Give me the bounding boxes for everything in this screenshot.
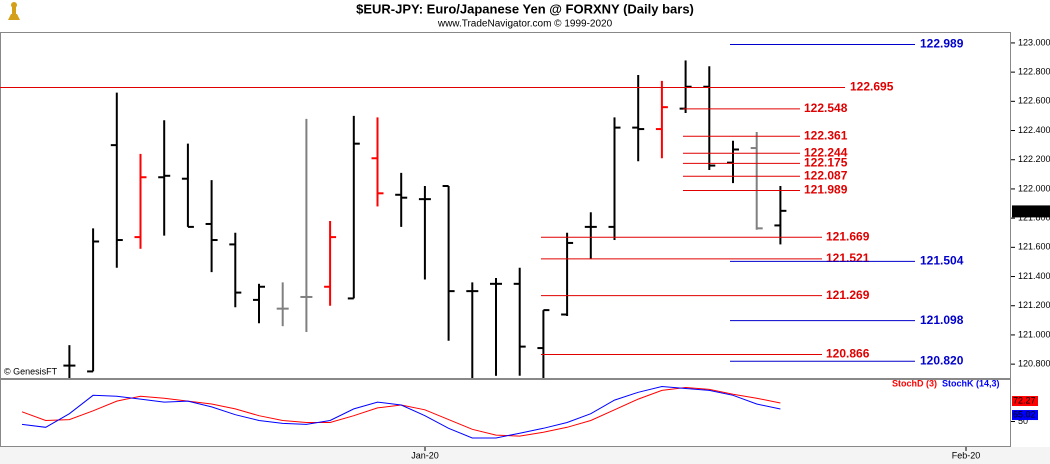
price-plot — [63, 60, 787, 378]
logo — [8, 2, 20, 20]
stoch-panel — [0, 379, 1011, 447]
chart-title: $EUR-JPY: Euro/Japanese Yen @ FORXNY (Da… — [356, 1, 694, 16]
level-label: 122.361 — [804, 128, 848, 142]
level-label: 122.548 — [804, 101, 848, 115]
level-label: 122.087 — [804, 168, 848, 182]
y-tick-label: 121.400 — [1018, 271, 1050, 281]
y-tick-label: 50 — [1018, 416, 1028, 426]
y-tick-label: 122.200 — [1018, 154, 1050, 164]
date-strip — [0, 447, 1050, 464]
price-panel — [0, 32, 1011, 379]
level-label: 121.521 — [826, 251, 870, 265]
level-label: 122.695 — [850, 80, 894, 94]
stoch-plot — [21, 385, 781, 439]
level-label: 121.269 — [826, 288, 870, 302]
level-label: 121.098 — [920, 313, 964, 327]
stoch-last-box — [1012, 396, 1038, 407]
legend-entry: StochD (3) — [892, 378, 937, 388]
y-tick-label: 123.000 — [1018, 37, 1050, 47]
level-label: 122.989 — [920, 37, 964, 51]
stoch-last-label: 72.27 — [1013, 395, 1036, 405]
y-tick-label: 122.600 — [1018, 96, 1050, 106]
level-label: 120.820 — [920, 353, 964, 367]
x-tick-label: Feb-20 — [952, 450, 981, 460]
y-tick-label: 122.400 — [1018, 125, 1050, 135]
stoch-last-label: 65.02 — [1013, 409, 1036, 419]
stoch-last-box — [1012, 410, 1038, 421]
level-label: 120.866 — [826, 347, 870, 361]
y-tick-label: 121.000 — [1018, 329, 1050, 339]
level-label: 122.244 — [804, 145, 848, 159]
y-tick-label: 121.800 — [1018, 213, 1050, 223]
chart-subtitle: www.TradeNavigator.com © 1999-2020 — [437, 19, 613, 30]
y-tick-label: 121.200 — [1018, 300, 1050, 310]
y-tick-label: 122.800 — [1018, 67, 1050, 77]
last-price-label: 121.846 — [1014, 206, 1047, 216]
legend-entry: StochK (14,3) — [942, 378, 1000, 388]
level-label: 121.989 — [804, 183, 848, 197]
level-label: 121.669 — [826, 229, 870, 243]
stoch-line — [21, 385, 781, 439]
credit: © GenesisFT — [4, 366, 58, 376]
y-tick-label: 121.600 — [1018, 242, 1050, 252]
level-label: 122.175 — [804, 156, 848, 170]
y-tick-label: 122.000 — [1018, 183, 1050, 193]
x-tick-label: Jan-20 — [411, 450, 439, 460]
last-price-box — [1012, 205, 1050, 218]
level-label: 121.504 — [920, 254, 964, 268]
y-tick-label: 120.800 — [1018, 359, 1050, 369]
